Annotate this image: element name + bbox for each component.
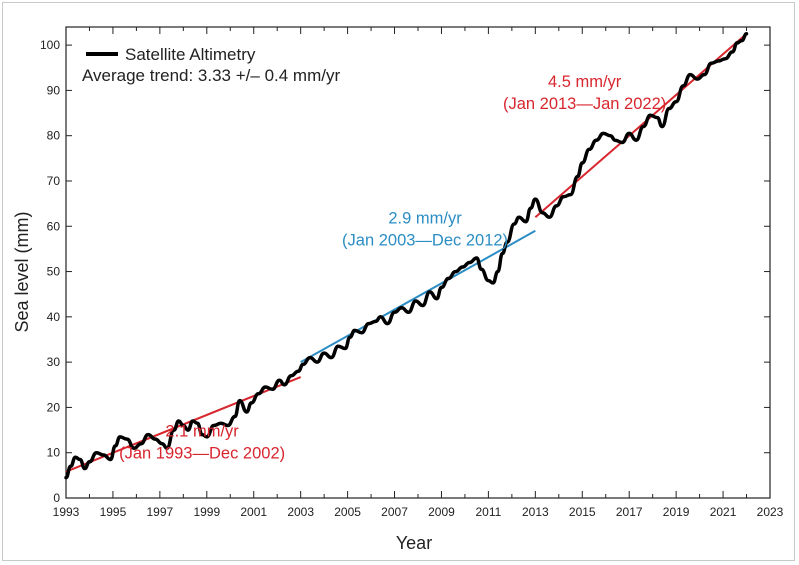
x-tick-label-1997: 1997 bbox=[147, 505, 174, 519]
x-tick-label-2021: 2021 bbox=[710, 505, 737, 519]
trend-annotations: 2.1 mm/yr (Jan 1993—Dec 2002) 2.9 mm/yr (Ja… bbox=[119, 73, 666, 463]
y-tick-label-10: 10 bbox=[47, 446, 61, 460]
series-line-1 bbox=[64, 32, 749, 480]
x-axis: 1993 1995 1997 1999 2001 2003 2005 2007 2009 2011… bbox=[53, 27, 784, 519]
data-series bbox=[64, 32, 749, 480]
x-axis-label: Year bbox=[396, 533, 432, 553]
x-tick-label-2017: 2017 bbox=[616, 505, 643, 519]
x-tick-label-2011: 2011 bbox=[475, 505, 501, 519]
y-tick-label-40: 40 bbox=[47, 310, 61, 324]
trend-rate-label-1: 2.1 mm/yr bbox=[165, 422, 239, 440]
y-tick-label-90: 90 bbox=[47, 83, 61, 97]
x-tick-label-2001: 2001 bbox=[240, 505, 267, 519]
x-tick-label-2007: 2007 bbox=[381, 505, 408, 519]
y-tick-label-100: 100 bbox=[40, 38, 60, 52]
x-tick-label-2009: 2009 bbox=[428, 505, 455, 519]
y-tick-label-20: 20 bbox=[47, 400, 61, 414]
x-tick-label-2005: 2005 bbox=[334, 505, 361, 519]
trend-period-label-1: (Jan 1993—Dec 2002) bbox=[119, 444, 285, 462]
trend-period-label-2: (Jan 2003—Dec 2012) bbox=[342, 232, 508, 250]
y-axis: 0 10 20 30 40 50 60 70 80 90 100 bbox=[40, 38, 770, 505]
y-tick-label-60: 60 bbox=[47, 219, 61, 233]
trend-rate-label-2: 2.9 mm/yr bbox=[388, 210, 462, 228]
legend: Satellite Altimetry Average trend: 3.33 … bbox=[82, 45, 340, 85]
x-tick-label-2023: 2023 bbox=[757, 505, 784, 519]
x-tick-label-2015: 2015 bbox=[569, 505, 596, 519]
trend-period-label-3: (Jan 2013—Jan 2022) bbox=[503, 95, 666, 113]
x-tick-label-1999: 1999 bbox=[193, 505, 220, 519]
y-tick-label-50: 50 bbox=[47, 265, 61, 279]
legend-label: Satellite Altimetry bbox=[125, 45, 256, 64]
y-axis-label: Sea level (mm) bbox=[12, 211, 32, 332]
x-tick-label-1995: 1995 bbox=[100, 505, 127, 519]
y-tick-label-0: 0 bbox=[53, 491, 60, 505]
y-tick-label-70: 70 bbox=[47, 174, 61, 188]
x-tick-label-1993: 1993 bbox=[53, 505, 80, 519]
x-tick-label-2003: 2003 bbox=[287, 505, 314, 519]
x-tick-label-2019: 2019 bbox=[663, 505, 690, 519]
y-tick-label-80: 80 bbox=[47, 129, 61, 143]
legend-trend-text: Average trend: 3.33 +/– 0.4 mm/yr bbox=[82, 66, 340, 85]
trend-line-2 bbox=[300, 229, 536, 364]
y-tick-label-30: 30 bbox=[47, 355, 61, 369]
trend-rate-label-3: 4.5 mm/yr bbox=[548, 73, 622, 91]
x-tick-label-2013: 2013 bbox=[522, 505, 549, 519]
